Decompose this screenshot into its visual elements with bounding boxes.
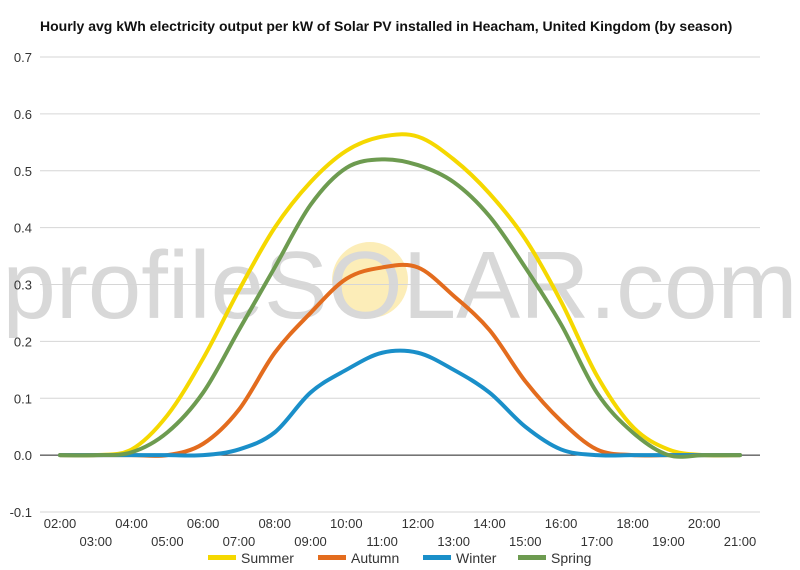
x-tick-label: 06:00 <box>187 516 220 531</box>
legend-label-summer: Summer <box>241 550 294 566</box>
legend-label-autumn: Autumn <box>351 550 399 566</box>
x-tick-label: 04:00 <box>115 516 148 531</box>
x-tick-label: 08:00 <box>258 516 291 531</box>
x-tick-label: 09:00 <box>294 534 327 549</box>
y-axis-ticks: -0.1 0.0 0.1 0.2 0.3 0.4 0.5 0.6 0.7 <box>10 50 32 520</box>
y-tick-label: 0.2 <box>14 334 32 349</box>
series-lines <box>58 132 742 459</box>
y-tick-label: 0.4 <box>14 221 32 236</box>
legend-swatch-summer <box>208 555 236 560</box>
y-tick-label: -0.1 <box>10 505 32 520</box>
x-tick-label: 03:00 <box>80 534 113 549</box>
x-tick-label: 10:00 <box>330 516 363 531</box>
legend-label-winter: Winter <box>456 550 497 566</box>
y-tick-label: 0.7 <box>14 50 32 65</box>
x-tick-label: 18:00 <box>616 516 649 531</box>
x-tick-label: 13:00 <box>437 534 470 549</box>
series-line-spring <box>58 157 742 459</box>
x-tick-label: 05:00 <box>151 534 184 549</box>
x-tick-label: 19:00 <box>652 534 685 549</box>
watermark-text: profileSOLAR.com <box>3 232 798 339</box>
series-line-summer <box>58 132 742 458</box>
watermark-sun <box>332 242 408 318</box>
watermark: profileSOLAR.com <box>3 232 798 339</box>
y-tick-label: 0.1 <box>14 391 32 406</box>
x-axis-ticks: 02:0003:0004:0005:0006:0007:0008:0009:00… <box>44 516 757 549</box>
x-tick-label: 11:00 <box>366 534 398 549</box>
x-tick-label: 07:00 <box>223 534 256 549</box>
x-tick-label: 15:00 <box>509 534 542 549</box>
x-tick-label: 12:00 <box>402 516 435 531</box>
legend-swatch-winter <box>423 555 451 560</box>
x-tick-label: 20:00 <box>688 516 721 531</box>
legend-label-spring: Spring <box>551 550 591 566</box>
x-tick-label: 02:00 <box>44 516 77 531</box>
y-tick-label: 0.5 <box>14 164 32 179</box>
x-tick-label: 16:00 <box>545 516 578 531</box>
y-tick-label: 0.3 <box>14 278 32 293</box>
series-line-winter <box>58 348 742 458</box>
x-tick-label: 17:00 <box>581 534 614 549</box>
x-tick-label: 14:00 <box>473 516 506 531</box>
y-tick-label: 0.0 <box>14 448 32 463</box>
legend: Summer Autumn Winter Spring <box>208 550 591 566</box>
y-tick-label: 0.6 <box>14 107 32 122</box>
legend-swatch-autumn <box>318 555 346 560</box>
x-tick-label: 21:00 <box>724 534 757 549</box>
legend-swatch-spring <box>518 555 546 560</box>
chart-title: Hourly avg kWh electricity output per kW… <box>40 18 733 34</box>
